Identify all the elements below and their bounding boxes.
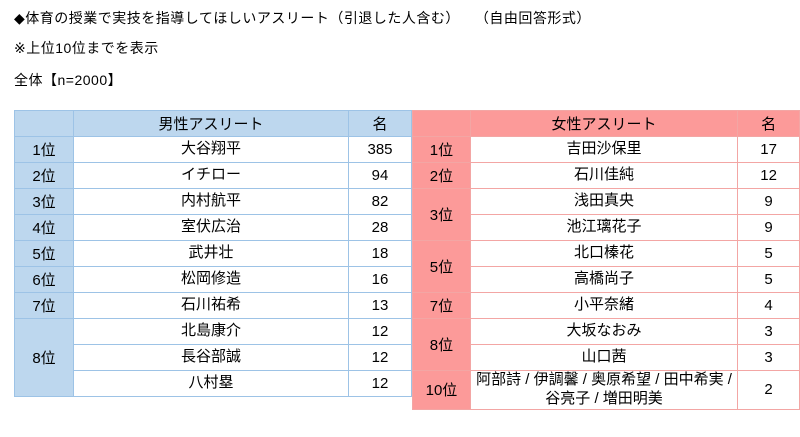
rank-cell: 5位 [412,240,471,293]
athlete-name-cell: 長谷部誠 [73,344,349,371]
athlete-header-cell: 男性アスリート [73,110,349,137]
table-row: 7位 小平奈緒 4 [412,292,800,319]
table-row: 長谷部誠 12 [15,344,412,371]
table-row: 2位 イチロー 94 [14,162,412,189]
table-row: 山口茜 3 [413,344,800,371]
table-row: 8位 北島康介 12 [14,318,412,397]
table-row: 1位 大谷翔平 385 [14,136,412,163]
rank-cell: 3位 [412,188,471,241]
rank-cell: 1位 [412,136,471,163]
rank-cell: 5位 [14,240,74,267]
table-row: 1位 吉田沙保里 17 [412,136,800,163]
count-cell: 16 [348,266,412,293]
athlete-header-cell: 女性アスリート [469,110,739,137]
table-row: 3位 内村航平 82 [14,188,412,215]
count-cell: 13 [348,292,412,319]
table-row: 池江璃花子 9 [413,214,800,241]
rank-cell: 10位 [412,370,471,410]
athlete-name-cell: 大谷翔平 [73,136,349,163]
athlete-name-cell: 高橋尚子 [469,266,739,293]
count-cell: 5 [737,266,800,293]
table-row: 5位 北口榛花 5 [412,240,800,293]
rank-cell: 8位 [14,318,74,397]
athlete-name-cell: 武井壮 [73,240,349,267]
male-athletes-table: 男性アスリート 名 1位 大谷翔平 385 2位 イチロー 94 3位 内村航平 82 4位 室伏広… [14,110,412,397]
athlete-name-cell: 池江璃花子 [469,214,739,241]
athlete-name-cell: 室伏広治 [73,214,349,241]
header-row: 男性アスリート 名 [14,110,412,137]
table-row: 2位 石川佳純 12 [412,162,800,189]
survey-question-title: ◆体育の授業で実技を指導してほしいアスリート（引退した人含む） （自由回答形式） [14,10,591,26]
athlete-name-cell: 石川祐希 [73,292,349,319]
rank-cell: 7位 [412,292,471,319]
rank-header-cell [14,110,74,137]
count-cell: 94 [348,162,412,189]
count-cell: 3 [737,344,800,371]
male-athletes-table-wrap: 男性アスリート 名 1位 大谷翔平 385 2位 イチロー 94 3位 内村航平 82 4位 室伏広… [14,110,412,397]
table-row: 高橋尚子 5 [413,266,800,293]
count-cell: 12 [348,318,412,345]
count-cell: 17 [737,136,800,163]
rank-cell: 7位 [14,292,74,319]
count-cell: 9 [737,214,800,241]
rank-header-cell [412,110,471,137]
count-cell: 3 [737,318,800,345]
table-row: 8位 大坂なおみ 3 [412,318,800,371]
rank-cell: 4位 [14,214,74,241]
athlete-name-cell: 石川佳純 [469,162,739,189]
table-row: 5位 武井壮 18 [14,240,412,267]
athlete-name-cell: 山口茜 [469,344,739,371]
athlete-name-cell: 北島康介 [73,318,349,345]
count-cell: 5 [737,240,800,267]
count-header-cell: 名 [737,110,800,137]
rank-cell: 2位 [14,162,74,189]
athlete-name-cell: イチロー [73,162,349,189]
count-cell: 12 [737,162,800,189]
athlete-name-cell: 阿部詩 / 伊調馨 / 奥原希望 / 田中希実 / 谷亮子 / 増田明美 [469,370,739,410]
header-row: 女性アスリート 名 [412,110,800,137]
count-cell: 28 [348,214,412,241]
athlete-name-cell: 小平奈緒 [469,292,739,319]
count-cell: 4 [737,292,800,319]
rank-cell: 1位 [14,136,74,163]
table-row: 八村塁 12 [15,370,412,397]
count-cell: 385 [348,136,412,163]
athlete-name-cell: 浅田真央 [469,188,739,215]
table-row: 10位 阿部詩 / 伊調馨 / 奥原希望 / 田中希実 / 谷亮子 / 増田明美 2 [412,370,800,410]
count-cell: 12 [348,370,412,397]
rank-cell: 6位 [14,266,74,293]
count-cell: 12 [348,344,412,371]
athlete-name-cell: 八村塁 [73,370,349,397]
count-cell: 82 [348,188,412,215]
rank-cell: 2位 [412,162,471,189]
athlete-name-cell: 北口榛花 [469,240,739,267]
rank-cell: 8位 [412,318,471,371]
top10-note: ※上位10位までを表示 [14,40,159,56]
sample-size: 全体【n=2000】 [14,72,123,88]
athlete-name-cell: 大坂なおみ [469,318,739,345]
table-row: 7位 石川祐希 13 [14,292,412,319]
athlete-name-cell: 松岡修造 [73,266,349,293]
table-row: 4位 室伏広治 28 [14,214,412,241]
athlete-name-cell: 吉田沙保里 [469,136,739,163]
table-row: 3位 浅田真央 9 [412,188,800,241]
count-cell: 9 [737,188,800,215]
rank-cell: 3位 [14,188,74,215]
count-header-cell: 名 [348,110,412,137]
female-athletes-table-wrap: 女性アスリート 名 1位 吉田沙保里 17 2位 石川佳純 12 3位 浅田真央 9 池江璃花子 9… [412,110,800,410]
count-cell: 18 [348,240,412,267]
athlete-name-cell: 内村航平 [73,188,349,215]
count-cell: 2 [737,370,800,410]
table-row: 6位 松岡修造 16 [14,266,412,293]
female-athletes-table: 女性アスリート 名 1位 吉田沙保里 17 2位 石川佳純 12 3位 浅田真央 9 池江璃花子 9… [412,110,800,410]
